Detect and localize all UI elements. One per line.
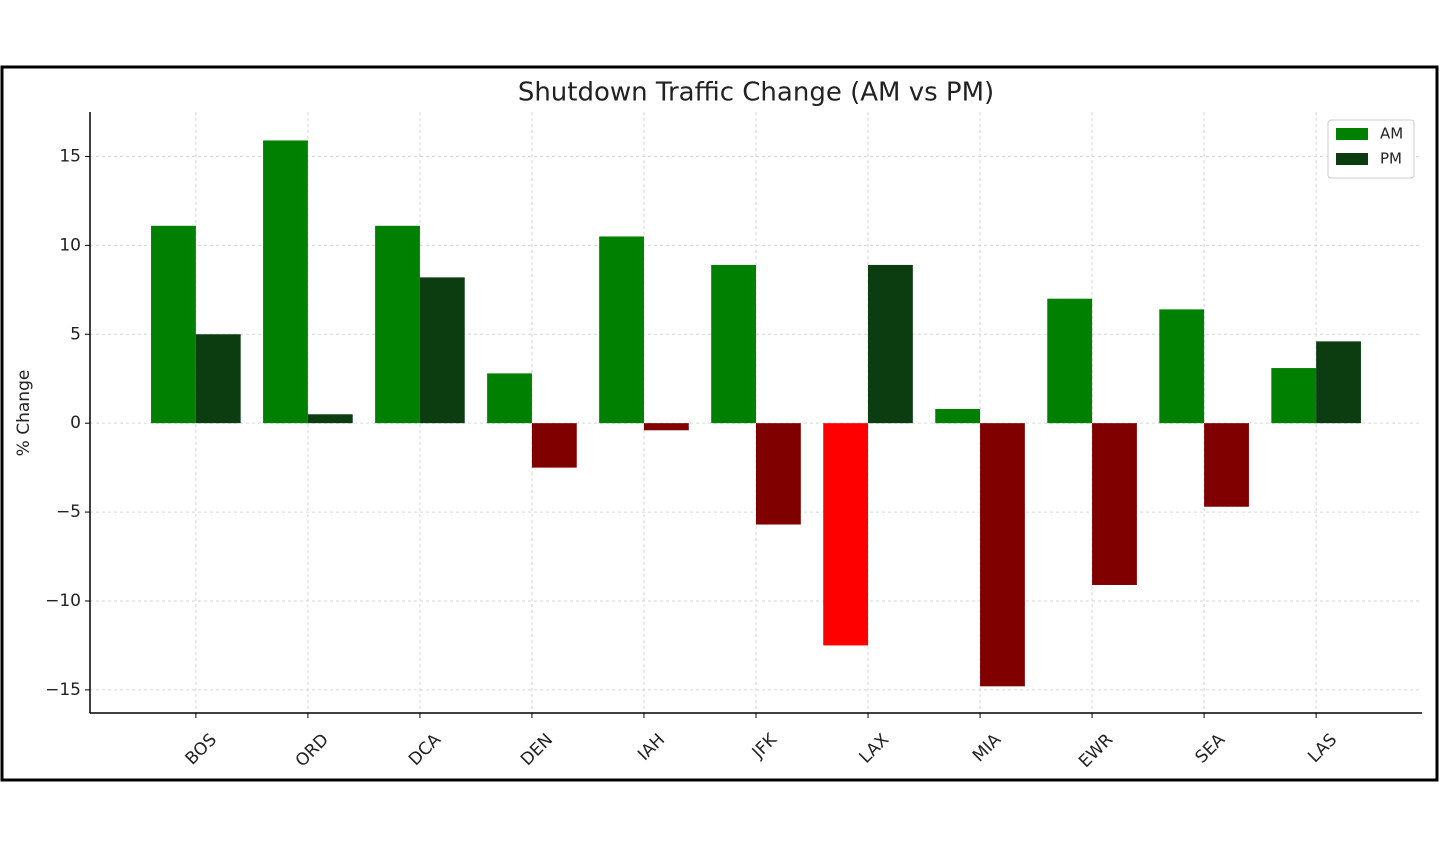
bar xyxy=(1204,423,1249,507)
legend-label: AM xyxy=(1380,125,1403,143)
bar xyxy=(711,264,756,424)
bar xyxy=(823,423,869,646)
bar xyxy=(1159,309,1205,424)
bar xyxy=(151,225,196,424)
bar xyxy=(195,334,241,424)
bar xyxy=(935,408,981,424)
y-tick-label: 10 xyxy=(59,235,81,255)
y-tick-label: 0 xyxy=(70,413,81,433)
y-tick-label: −15 xyxy=(45,680,81,700)
bar xyxy=(1271,368,1317,424)
bar xyxy=(1316,341,1361,424)
bar xyxy=(487,373,532,424)
y-tick-label: −10 xyxy=(45,591,81,611)
bar xyxy=(599,236,644,424)
legend-swatch xyxy=(1336,153,1368,165)
legend-swatch xyxy=(1336,128,1368,140)
bar xyxy=(868,264,913,424)
bar xyxy=(643,423,689,431)
bar xyxy=(419,277,465,424)
bar xyxy=(307,414,353,424)
y-tick-label: 15 xyxy=(59,146,81,166)
bar xyxy=(263,140,308,424)
bar xyxy=(756,423,801,525)
chart-title: Shutdown Traffic Change (AM vs PM) xyxy=(518,78,994,108)
bar xyxy=(1092,423,1137,585)
legend: AM PM xyxy=(1327,119,1415,179)
legend-label: PM xyxy=(1380,150,1402,168)
bar xyxy=(1047,298,1093,424)
y-tick-label: 5 xyxy=(70,324,81,344)
bar xyxy=(531,423,577,468)
y-axis-label: % Change xyxy=(14,370,34,457)
bar xyxy=(980,423,1025,687)
bar xyxy=(375,225,420,424)
y-tick-label: −5 xyxy=(56,502,81,522)
